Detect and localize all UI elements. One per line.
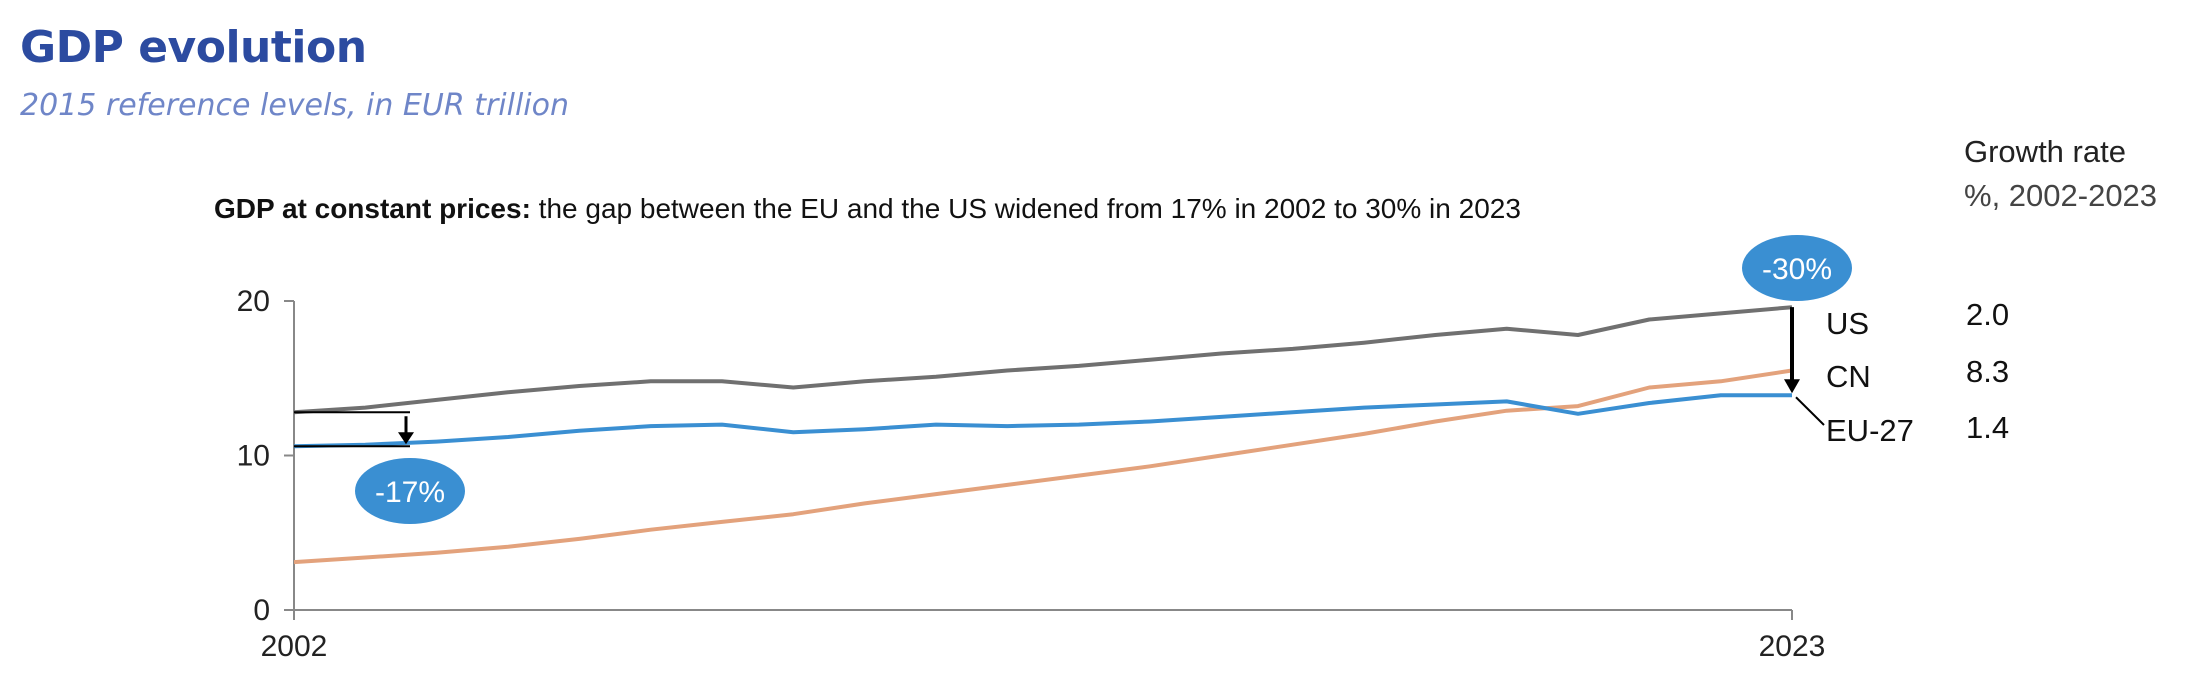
y-tick-label: 20 [237,285,270,318]
growth-rate-eu-27: 1.4 [1966,410,2009,445]
chart-title-rest: the gap between the EU and the US widene… [531,193,1521,224]
eu-label-leader [1795,396,1825,426]
series-line-us [293,305,1793,415]
y-tick-label: 0 [253,594,270,627]
gap-2023-label: -30% [1762,253,1832,286]
chart-title: GDP at constant prices: the gap between … [214,193,1521,224]
growth-rate-us: 2.0 [1966,297,2009,332]
gap-annotations: -17% -30% [294,235,1852,524]
series-line-cn [293,368,1793,565]
growth-rate-header: Growth rate %, 2002-2023 [1964,130,2157,218]
series-line-eu-27 [293,393,1792,449]
gap-2002-badge [355,458,465,524]
y-tick-label: 10 [237,440,270,473]
gap-2002-label: -17% [375,476,445,509]
growth-rate-subtitle: %, 2002-2023 [1964,178,2158,213]
x-tick-label: 2023 [1759,630,1826,663]
growth-rate-cn: 8.3 [1966,354,2009,389]
page-subtitle: 2015 reference levels, in EUR trillion [20,88,570,123]
gap-2023-badge [1742,235,1852,301]
series-label-us: US [1826,306,1869,341]
growth-rate-title: Growth rate [1964,134,2126,169]
series-label-eu-27: EU-27 [1826,413,1914,448]
series-labels: US 2.0 CN 8.3 EU-27 1.4 [1795,297,2009,448]
gap-2023-arrow-head [1784,379,1800,394]
series-label-cn: CN [1826,359,1871,394]
chart-title-bold: GDP at constant prices: [214,193,531,224]
series-lines [293,305,1793,565]
x-tick-label: 2002 [261,630,328,663]
axes: 0 10 20 2002 2023 [237,285,1826,663]
page-title: GDP evolution [20,22,367,73]
gap-2002-arrow-head [398,432,414,445]
